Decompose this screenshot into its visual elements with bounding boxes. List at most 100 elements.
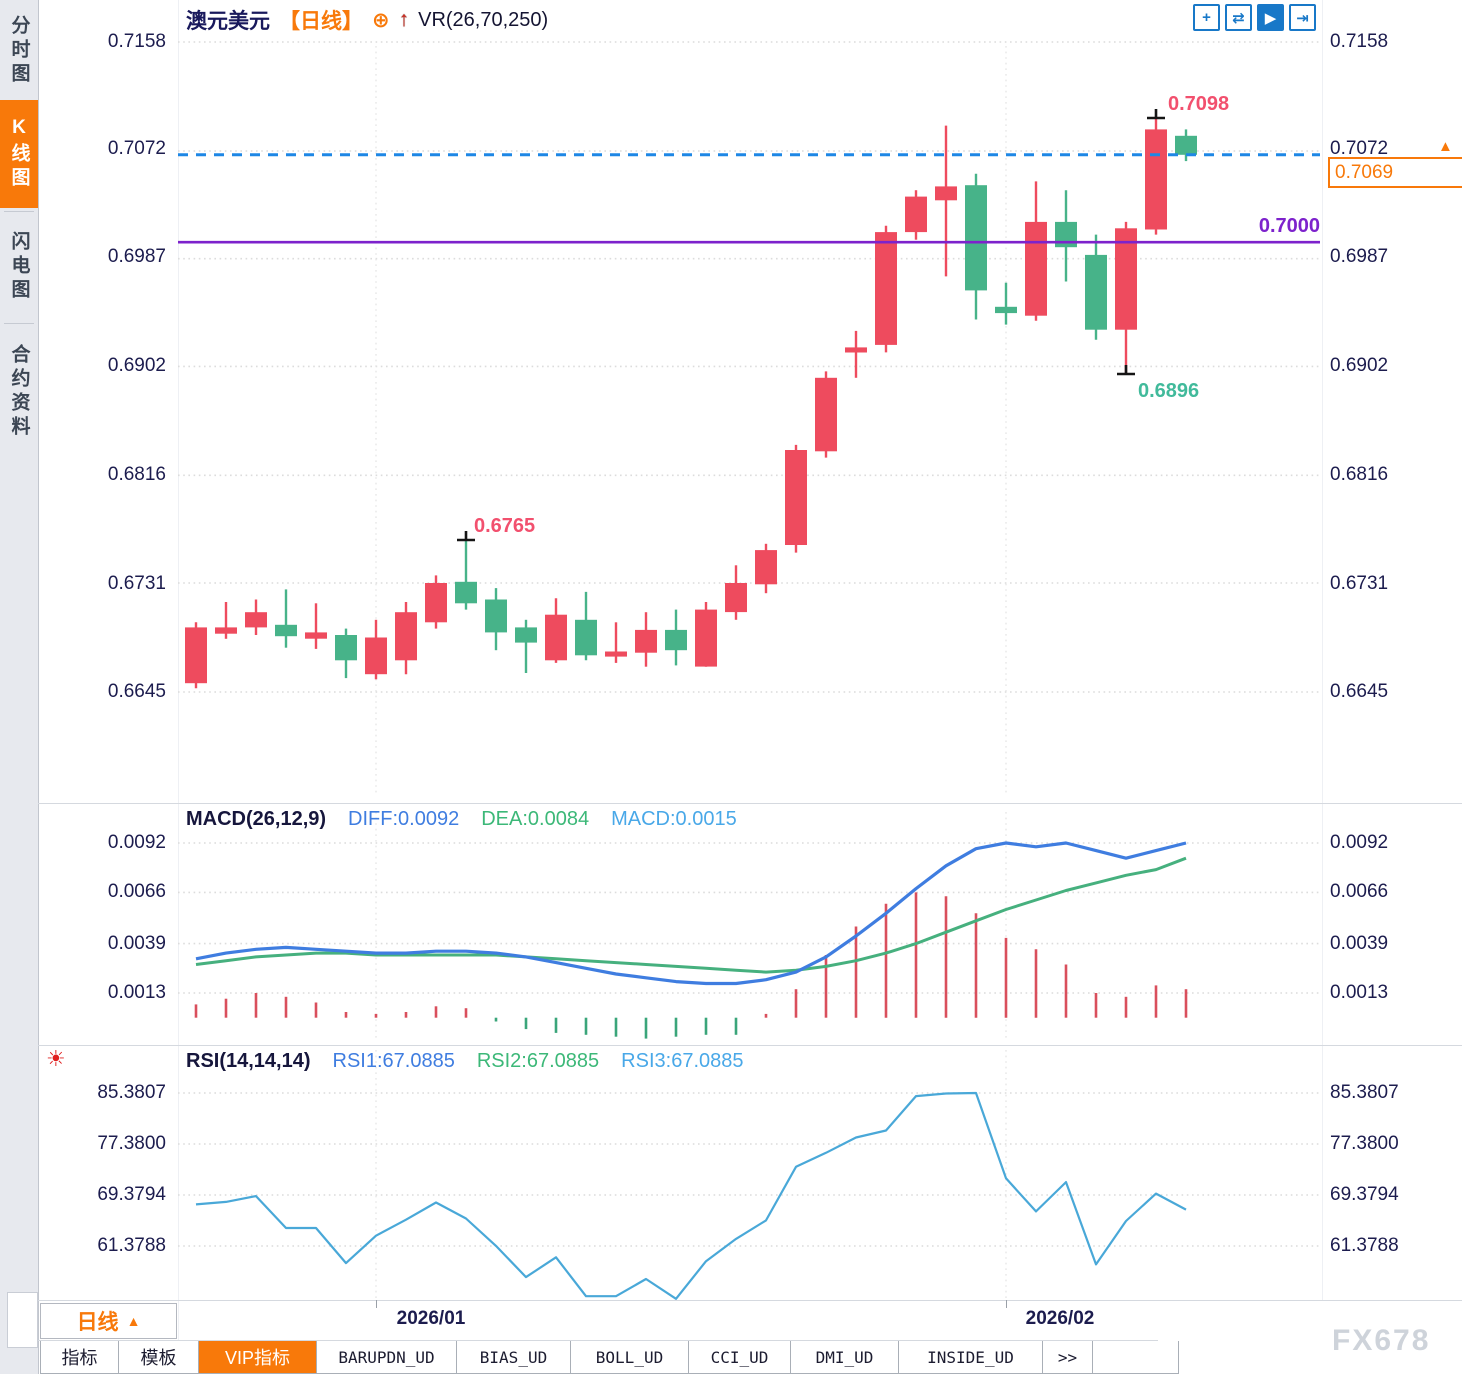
rsi-header: RSI(14,14,14) RSI1:67.0885 RSI2:67.0885 … <box>186 1050 744 1073</box>
rsi-tick-label: 85.3807 <box>1330 1082 1399 1103</box>
indicator-settings-icon[interactable]: ☀ <box>46 1046 66 1071</box>
price-tick-label: 0.6731 <box>107 573 166 594</box>
price-tick-label: 0.6816 <box>1330 464 1389 485</box>
more-tabs-button[interactable]: >> <box>1043 1341 1093 1373</box>
rsi-tick-label: 77.3800 <box>97 1133 166 1154</box>
macd-lines <box>195 841 1187 986</box>
sidebar-tab-timeline-chart[interactable]: 分时图 <box>8 15 30 87</box>
panel-divider <box>38 1340 1158 1341</box>
panel-divider <box>38 1045 1462 1046</box>
macd-tick-label: 0.0039 <box>1330 933 1389 954</box>
candles <box>185 118 1197 689</box>
period-selector[interactable]: 日线 ▲ <box>40 1303 177 1339</box>
rsi-tick-label: 69.3794 <box>1330 1184 1399 1205</box>
price-tick-label: 0.6645 <box>1330 681 1389 702</box>
tab-barupdn-ud[interactable]: BARUPDN_UD <box>317 1341 457 1373</box>
macd-tick-label: 0.0013 <box>1330 982 1389 1003</box>
current-price-box: 0.7069 <box>1328 157 1462 188</box>
macd-diff-value: DIFF:0.0092 <box>348 808 460 830</box>
macd-tick-label: 0.0066 <box>1330 881 1389 902</box>
sidebar-tab-contract-info[interactable]: 合约资料 <box>8 344 30 440</box>
tab-boll-ud[interactable]: BOLL_UD <box>571 1341 689 1373</box>
price-tick-label: 0.6902 <box>107 355 166 376</box>
rsi-tick-label: 69.3794 <box>97 1184 166 1205</box>
chart-toolbar: + ⇄ ▶ ⇥ <box>1193 4 1316 31</box>
sidebar-bottom-box <box>7 1292 38 1348</box>
sidebar-tab-lightning-chart[interactable]: 闪电图 <box>8 231 30 303</box>
rsi2-value: RSI2:67.0885 <box>476 1050 600 1072</box>
rsi-tick-label: 77.3800 <box>1330 1133 1399 1154</box>
tab-inside-ud[interactable]: INSIDE_UD <box>899 1341 1043 1373</box>
macd-tick-label: 0.0039 <box>107 933 166 954</box>
pan-crosshair-button[interactable]: + <box>1193 4 1220 31</box>
price-tick-label: 0.6645 <box>107 681 166 702</box>
tab-bias-ud[interactable]: BIAS_UD <box>457 1341 571 1373</box>
price-tick-label: 0.6816 <box>107 464 166 485</box>
price-tick-label: 0.6731 <box>1330 573 1389 594</box>
period-tag: 【日线】 <box>279 10 363 33</box>
up-arrow-icon: ↑ <box>398 8 410 31</box>
tab-indicators[interactable]: 指标 <box>41 1341 119 1373</box>
indicator-tab-bar: 指标 模板 VIP指标 BARUPDN_UD BIAS_UD BOLL_UD C… <box>40 1341 1179 1374</box>
watermark: FX678 <box>1332 1324 1431 1357</box>
marked-low-label: 0.6896 <box>1138 380 1200 402</box>
macd-header: MACD(26,12,9) DIFF:0.0092 DEA:0.0084 MAC… <box>186 808 737 831</box>
macd-dea-value: DEA:0.0084 <box>481 808 590 830</box>
price-tick-label: 0.7072 <box>107 138 166 159</box>
macd-tick-label: 0.0092 <box>107 832 166 853</box>
price-tick-label: 0.6902 <box>1330 355 1389 376</box>
price-tick-label: 0.7158 <box>107 31 166 52</box>
rsi1-value: RSI1:67.0885 <box>332 1050 455 1072</box>
auto-scale-button[interactable]: ▶ <box>1257 4 1284 31</box>
macd-histogram <box>194 892 1188 1039</box>
left-sidebar: 分时图 K线图 闪电图 合约资料 <box>0 0 39 1374</box>
x-axis-tick <box>1006 1300 1007 1308</box>
tab-templates[interactable]: 模板 <box>119 1341 199 1373</box>
sidebar-tab-kline-chart[interactable]: K线图 <box>0 100 38 208</box>
rsi3-value: RSI3:67.0885 <box>621 1050 744 1072</box>
axis-column-divider-right <box>1322 0 1323 1300</box>
extreme-marker <box>457 531 475 542</box>
sidebar-divider <box>4 211 34 212</box>
macd-tick-label: 0.0066 <box>107 881 166 902</box>
tab-vip-indicators[interactable]: VIP指标 <box>199 1341 317 1373</box>
symbol-title: 澳元美元 <box>186 10 270 33</box>
chevron-up-icon: ▲ <box>126 1313 141 1329</box>
panel-divider <box>38 1300 1462 1301</box>
compress-axis-button[interactable]: ⇄ <box>1225 4 1252 31</box>
tab-cci-ud[interactable]: CCI_UD <box>689 1341 791 1373</box>
price-tick-label: 0.6987 <box>107 246 166 267</box>
marked-high-label: 0.7098 <box>1168 93 1230 115</box>
rsi-tick-label: 85.3807 <box>97 1082 166 1103</box>
x-axis-date-label: 2026/02 <box>1025 1308 1095 1329</box>
x-axis-tick <box>376 1300 377 1308</box>
tab-spacer <box>1093 1341 1179 1373</box>
macd-title: MACD(26,12,9) <box>186 808 327 830</box>
rsi-line <box>195 1091 1187 1300</box>
x-axis-date-label: 2026/01 <box>396 1308 466 1329</box>
add-indicator-icon[interactable]: ⊕ <box>372 8 390 32</box>
macd-tick-label: 0.0092 <box>1330 832 1389 853</box>
rsi-tick-label: 61.3788 <box>97 1235 166 1256</box>
price-tick-label: 0.7158 <box>1330 31 1389 52</box>
extreme-marker <box>1147 109 1165 120</box>
price-tick-label: 0.6987 <box>1330 246 1389 267</box>
period-selector-label: 日线 <box>76 1311 119 1334</box>
shift-right-button[interactable]: ⇥ <box>1289 4 1316 31</box>
vr-indicator-label: VR(26,70,250) <box>418 8 549 31</box>
sidebar-divider <box>4 323 34 324</box>
support-line-label[interactable]: 0.7000 <box>1258 215 1320 237</box>
price-up-arrow-icon: ▲ <box>1438 138 1453 155</box>
chart-title-bar: 澳元美元 【日线】 ⊕ ↑ VR(26,70,250) <box>186 5 548 35</box>
axis-column-divider <box>178 0 179 1340</box>
macd-tick-label: 0.0013 <box>107 982 166 1003</box>
panel-divider <box>38 803 1462 804</box>
tab-dmi-ud[interactable]: DMI_UD <box>791 1341 899 1373</box>
extreme-marker <box>1117 365 1135 376</box>
swing-high-label: 0.6765 <box>474 515 536 537</box>
price-tick-label: 0.7072 <box>1330 138 1389 159</box>
rsi-title: RSI(14,14,14) <box>186 1050 311 1072</box>
macd-value: MACD:0.0015 <box>611 808 737 830</box>
rsi-tick-label: 61.3788 <box>1330 1235 1399 1256</box>
